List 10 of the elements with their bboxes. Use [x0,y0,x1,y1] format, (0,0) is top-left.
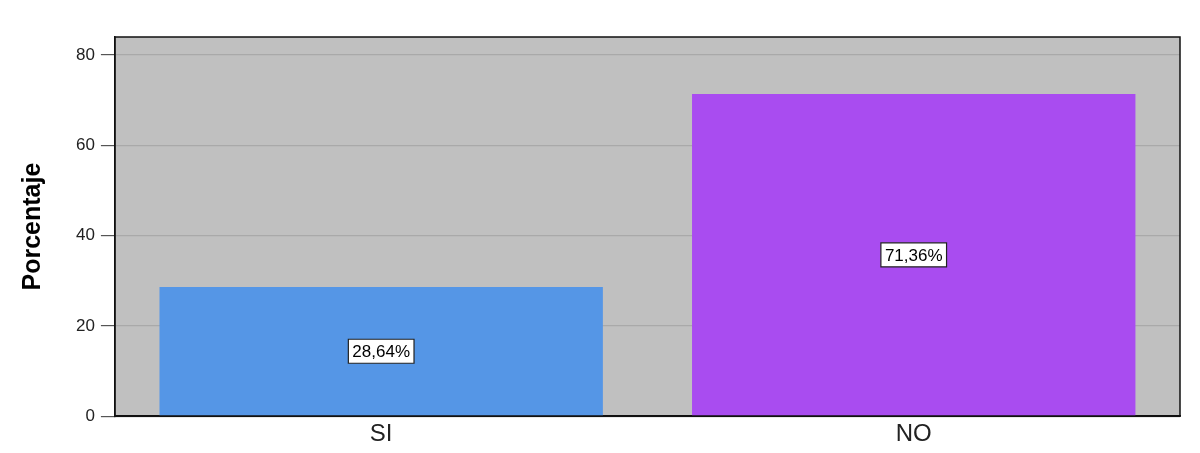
y-tick-label: 60 [75,135,95,155]
x-tick-label: NO [895,419,932,447]
y-tick-label: 20 [75,315,95,335]
y-axis-title: Porcentaje [16,162,45,291]
y-tick-label: 40 [75,225,95,245]
y-tick-label: 80 [75,44,95,64]
y-tick-label: 0 [85,405,95,425]
data-label: 28,64% [352,341,411,361]
x-tick-label: SI [369,419,393,447]
data-label: 71,36% [884,245,943,265]
